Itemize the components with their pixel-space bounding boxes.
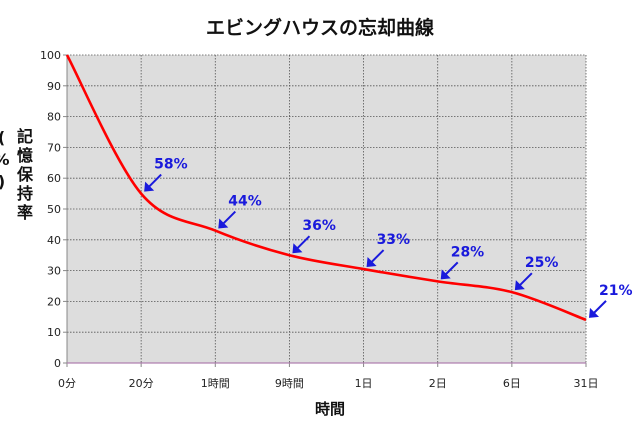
- chart-title: エビングハウスの忘却曲線: [206, 16, 434, 39]
- annotation-label: 28%: [451, 244, 485, 260]
- x-axis-label: 時間: [315, 400, 345, 418]
- y-tick-label: 90: [47, 80, 61, 93]
- y-tick-label: 40: [47, 234, 61, 247]
- y-tick-label: 70: [47, 141, 61, 154]
- y-tick-label: 60: [47, 172, 61, 185]
- x-tick-label: 1時間: [201, 377, 230, 390]
- x-tick-label: 2日: [429, 377, 447, 390]
- annotation-label: 44%: [228, 194, 262, 210]
- arrow-head-icon: [440, 269, 451, 280]
- y-tick-label: 50: [47, 203, 61, 216]
- x-tick-label: 20分: [129, 377, 154, 390]
- arrow-head-icon: [292, 243, 303, 254]
- x-tick-label: 31日: [574, 377, 599, 390]
- y-tick-label: 30: [47, 265, 61, 278]
- annotation-label: 21%: [599, 283, 633, 299]
- y-tick-label: 10: [47, 326, 61, 339]
- arrow-head-icon: [144, 181, 155, 192]
- y-axis-label: 記憶保持率(%): [0, 128, 33, 223]
- annotation-label: 33%: [377, 232, 411, 248]
- annotation-label: 58%: [154, 157, 188, 173]
- series-line: [65, 54, 587, 322]
- arrow-head-icon: [589, 307, 599, 318]
- y-tick-label: 20: [47, 295, 61, 308]
- arrow-head-icon: [366, 257, 377, 268]
- x-tick-label: 9時間: [275, 377, 304, 390]
- annotation-label: 25%: [525, 255, 559, 271]
- y-tick-label: 100: [40, 49, 61, 62]
- x-tick-label: 0分: [58, 377, 76, 390]
- y-tick-label: 80: [47, 111, 61, 124]
- y-tick-label: 0: [54, 357, 61, 370]
- arrow-head-icon: [514, 280, 525, 291]
- x-tick-label: 6日: [503, 377, 521, 390]
- x-tick-label: 1日: [355, 377, 373, 390]
- annotation-label: 36%: [302, 218, 336, 234]
- arrow-head-icon: [218, 218, 229, 229]
